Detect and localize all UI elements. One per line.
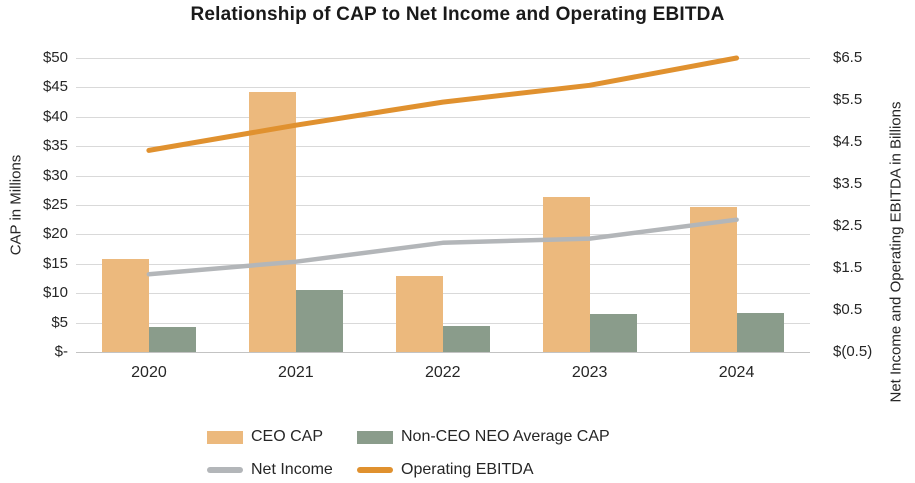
left-axis-tick-25: $25 (42, 196, 68, 213)
x-axis-line (75, 352, 810, 353)
legend-item-operating-ebitda: Operating EBITDA (357, 461, 610, 479)
gridline (75, 264, 810, 265)
legend-label-ceo-cap: CEO CAP (251, 428, 324, 445)
gridline (75, 87, 810, 88)
gridline (75, 146, 810, 147)
right-axis-tick-1-5: $1.5 (833, 259, 863, 276)
bar-non-ceo-neo-average-cap-2024 (736, 312, 784, 352)
legend-label-net-income: Net Income (251, 461, 333, 478)
legend-item-net-income: Net Income (207, 461, 357, 479)
legend-swatch-operating-ebitda (357, 467, 393, 473)
x-axis-label-2020: 2020 (131, 364, 167, 381)
right-axis-tick-6-5: $6.5 (833, 49, 863, 66)
left-axis-tick-20: $20 (42, 225, 68, 243)
legend-item-non-ceo-neo-average-cap: Non-CEO NEO Average CAP (357, 428, 610, 446)
legend-row-1: CEO CAP Non-CEO NEO Average CAP (207, 428, 610, 446)
legend-label-operating-ebitda: Operating EBITDA (401, 461, 534, 478)
right-axis-tick-5-5: $5.5 (833, 91, 863, 108)
right-axis-tick-0-5: $0.5 (833, 301, 863, 318)
gridline (75, 293, 810, 294)
bar-non-ceo-neo-average-cap-2021 (295, 289, 343, 352)
gridline (75, 234, 810, 235)
left-axis-tick-5: $5 (51, 313, 68, 331)
legend-row-2: Net Income Operating EBITDA (207, 461, 610, 479)
legend-swatch-ceo-cap (207, 430, 243, 444)
left-axis-tick-40: $40 (42, 107, 68, 125)
right-axis-tick-3-5: $3.5 (833, 175, 863, 192)
gridline (75, 205, 810, 206)
left-axis-tick-35: $35 (42, 137, 68, 155)
legend-item-ceo-cap: CEO CAP (207, 428, 357, 446)
left-axis-tick-45: $45 (42, 78, 68, 96)
left-axis-tick-30: $30 (42, 166, 68, 184)
right-axis-tick-2-5: $2.5 (833, 217, 863, 234)
right-axis-tick-4-5: $4.5 (833, 133, 863, 150)
x-axis-label-2022: 2022 (424, 364, 461, 381)
bar-ceo-cap-2021 (248, 92, 296, 352)
bar-ceo-cap-2023 (542, 196, 590, 352)
gridline (75, 323, 810, 324)
left-axis-tick-50: $50 (42, 49, 68, 66)
legend-label-non-ceo-neo-average-cap: Non-CEO NEO Average CAP (401, 428, 610, 445)
legend-swatch-net-income (207, 467, 243, 473)
operating-ebitda-line (146, 55, 740, 153)
legend: CEO CAP Non-CEO NEO Average CAP Net Income… (207, 428, 610, 479)
left-axis-tick-10: $10 (42, 284, 68, 302)
left-axis-tick-: $- (54, 343, 68, 360)
bar-ceo-cap-2024 (689, 207, 737, 352)
gridline (75, 176, 810, 177)
bar-ceo-cap-2020 (101, 259, 149, 352)
x-axis-label-2021: 2021 (278, 364, 314, 381)
bar-non-ceo-neo-average-cap-2023 (589, 313, 637, 352)
bar-ceo-cap-2022 (395, 275, 443, 352)
gridline (75, 58, 810, 59)
legend-swatch-non-ceo-neo-average-cap (357, 430, 393, 444)
x-axis-label-2024: 2024 (718, 364, 755, 381)
bar-non-ceo-neo-average-cap-2022 (442, 325, 490, 352)
net-income-line (146, 217, 739, 277)
bar-non-ceo-neo-average-cap-2020 (148, 326, 196, 352)
gridline (75, 117, 810, 118)
chart-title: Relationship of CAP to Net Income and Op… (190, 4, 725, 25)
x-axis-label-2023: 2023 (571, 364, 608, 381)
left-axis-tick-15: $15 (42, 254, 68, 272)
right-axis-tick-0-5: $(0.5) (833, 343, 873, 360)
